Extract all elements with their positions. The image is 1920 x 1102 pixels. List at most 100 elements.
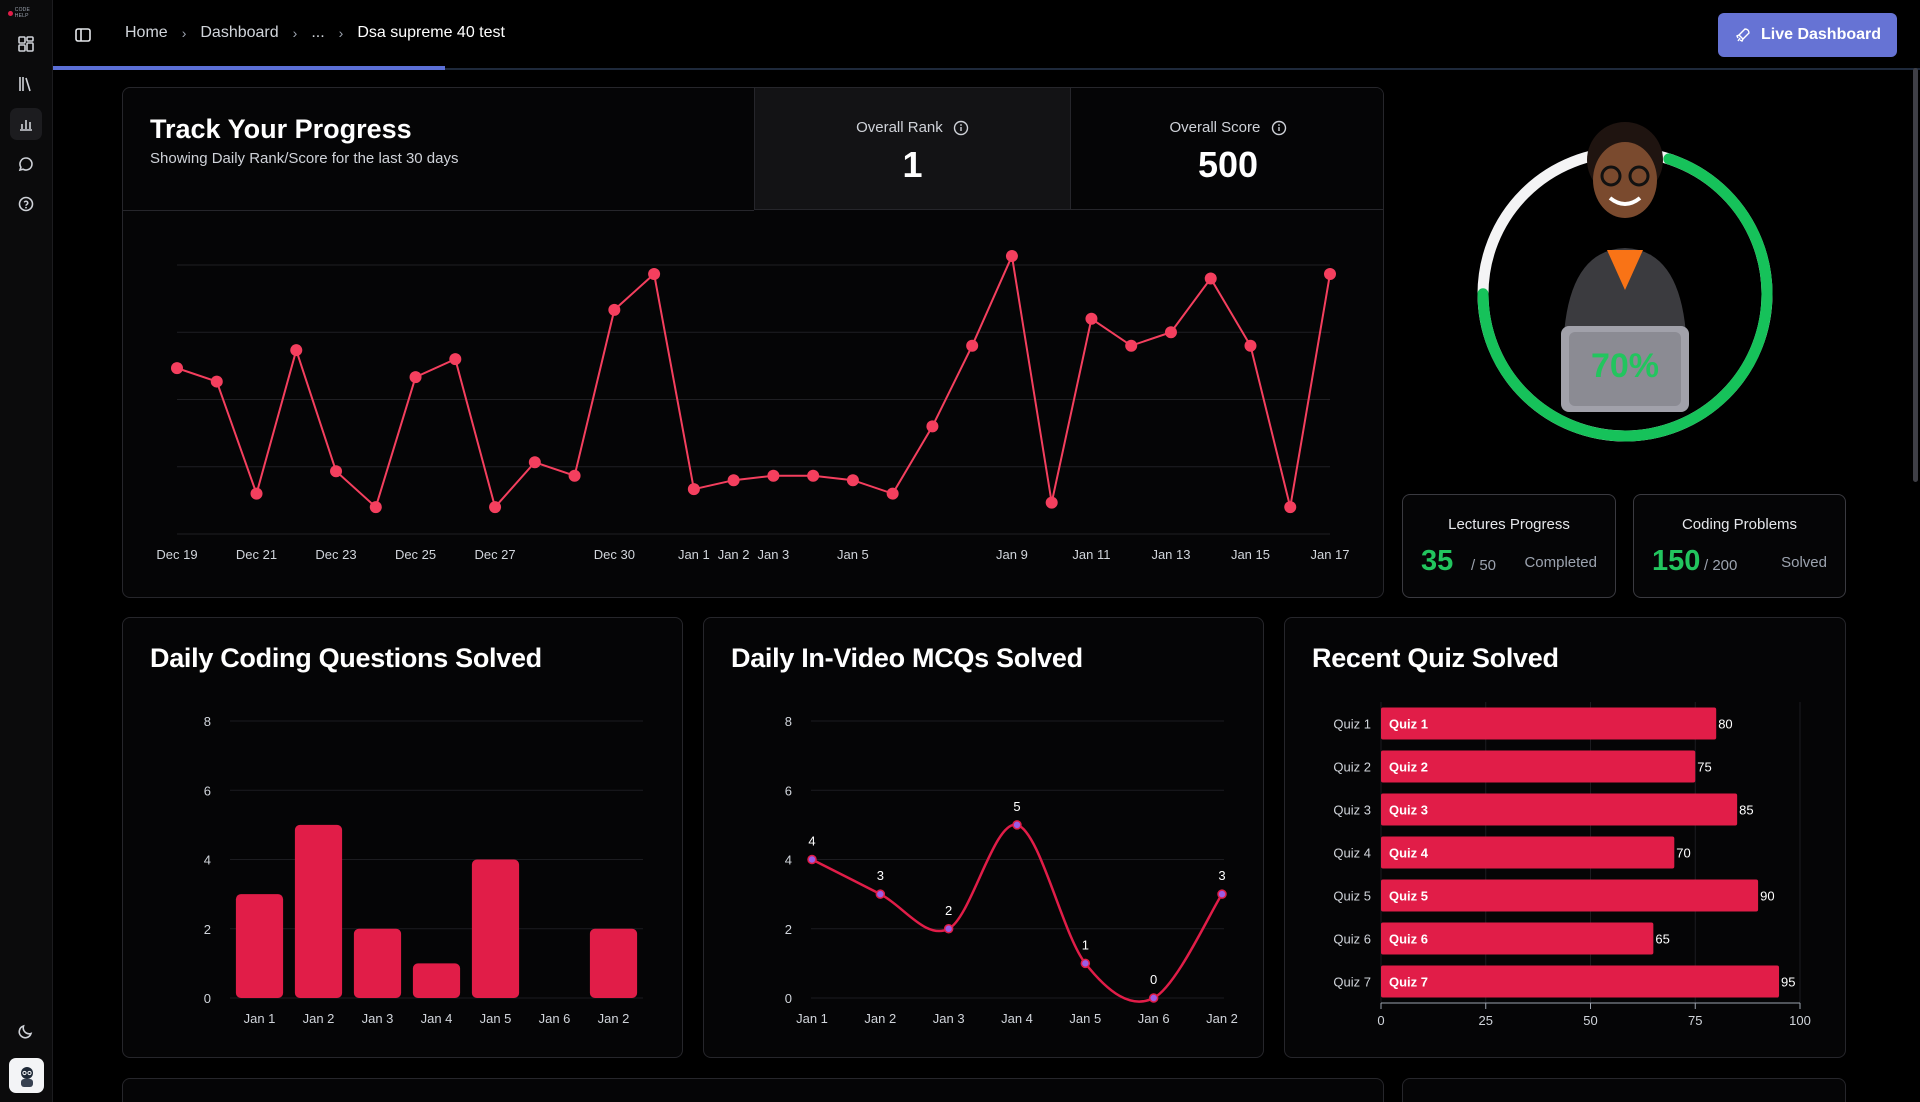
chevron-right-icon: › xyxy=(338,25,344,41)
rank-score-line-chart[interactable]: Dec 19 Dec 21 Dec 23 Dec 25 Dec 27 Dec 30 Jan … xyxy=(123,211,1384,598)
rank-point xyxy=(966,339,979,352)
rank-point xyxy=(807,469,820,482)
rank-point xyxy=(1244,339,1257,352)
rank-point xyxy=(926,420,939,433)
mcq-point xyxy=(1012,820,1022,830)
rank-series-line xyxy=(176,252,1331,510)
rank-point xyxy=(1125,339,1138,352)
sidebar-toggle-button[interactable] xyxy=(72,24,94,46)
recent-quiz-card: 0 25 50 75 100 Quiz 1 Quiz 1 80 Quiz 2 Quiz 2 75 Qu… xyxy=(1284,617,1846,1058)
x-tick-label: Jan 6 xyxy=(539,1011,571,1026)
data-label: 1 xyxy=(1082,937,1089,952)
theme-toggle[interactable] xyxy=(10,1015,42,1047)
rocket-icon xyxy=(1736,28,1750,42)
x-tick-label: Jan 2 xyxy=(598,1011,630,1026)
x-tick-label: Dec 21 xyxy=(236,547,277,562)
daily-coding-bar-chart[interactable]: 0 2 4 6 8 Jan 1 Jan 2 Jan 3 Jan 4 Jan 5 Jan 6 Jan 2 xyxy=(123,618,684,1059)
coding-status: Solved xyxy=(1781,554,1827,571)
x-tick-label: Jan 5 xyxy=(480,1011,512,1026)
daily-mcq-card: 0 2 4 6 8 4 Jan 1 3 Jan 2 2 Jan 3 5 Jan 4 1 Jan 5 0 Jan … xyxy=(703,617,1264,1058)
lectures-title: Lectures Progress xyxy=(1448,516,1570,533)
lectures-done: 35 xyxy=(1421,545,1454,577)
x-tick-label: Jan 9 xyxy=(996,547,1028,562)
coding-total: / 200 xyxy=(1704,557,1738,574)
bar xyxy=(1381,879,1759,912)
divider xyxy=(123,210,754,211)
rank-point xyxy=(250,487,263,500)
rail-item-analytics[interactable] xyxy=(10,108,42,140)
rail-item-library[interactable] xyxy=(10,68,42,100)
y-tick-label: Quiz 4 xyxy=(1333,846,1371,861)
x-tick-label: Jan 1 xyxy=(796,1011,828,1026)
user-avatar[interactable] xyxy=(9,1058,44,1093)
breadcrumb: Home › Dashboard › ... › Dsa supreme 40 … xyxy=(125,24,505,42)
x-tick-label: Jan 2 xyxy=(864,1011,896,1026)
bar-value-label: 85 xyxy=(1739,803,1753,818)
mcq-point xyxy=(875,889,886,899)
mcq-point xyxy=(1217,889,1227,899)
bar-value-label: 90 xyxy=(1760,889,1774,904)
rank-point xyxy=(528,456,541,469)
overall-score-label-row: Overall Score xyxy=(1071,119,1383,136)
daily-mcq-line-chart[interactable]: 0 2 4 6 8 4 Jan 1 3 Jan 2 2 Jan 3 5 Jan 4 1 Jan 5 0 Jan … xyxy=(704,618,1265,1059)
mcq-point xyxy=(1080,958,1091,969)
breadcrumb-home[interactable]: Home xyxy=(125,24,168,41)
overall-score-stat[interactable]: Overall Score 500 xyxy=(1070,88,1383,210)
bar xyxy=(1381,707,1717,740)
rank-point xyxy=(1164,326,1177,339)
overall-rank-label-row: Overall Rank xyxy=(755,119,1070,136)
data-label: 3 xyxy=(877,868,884,883)
moon-icon xyxy=(18,1024,33,1039)
rank-point xyxy=(1204,272,1217,285)
recent-quiz-bar-chart[interactable]: 0 25 50 75 100 Quiz 1 Quiz 1 80 Quiz 2 Quiz 2 75 Qu… xyxy=(1285,618,1847,1059)
overall-score-label: Overall Score xyxy=(1169,119,1261,136)
lectures-progress-card[interactable]: Lectures Progress 35 / 50 Completed xyxy=(1402,494,1616,598)
rank-point xyxy=(1085,312,1098,325)
bar-inner-label: Quiz 6 xyxy=(1389,932,1428,947)
x-tick-label: Jan 3 xyxy=(757,547,789,562)
breadcrumb-ellipsis[interactable]: ... xyxy=(311,24,325,41)
overall-rank-value: 1 xyxy=(902,144,923,185)
rank-point xyxy=(1045,496,1058,509)
top-bar: Home › Dashboard › ... › Dsa supreme 40 … xyxy=(53,0,1920,70)
x-tick-label: Jan 5 xyxy=(837,547,869,562)
overall-rank-stat[interactable]: Overall Rank 1 xyxy=(754,88,1070,210)
live-dashboard-button[interactable]: Live Dashboard xyxy=(1718,13,1897,57)
data-label: 5 xyxy=(1013,799,1020,814)
data-label: 2 xyxy=(945,903,952,918)
x-tick-label: 75 xyxy=(1688,1013,1702,1028)
completion-ring: 70% xyxy=(1465,100,1785,460)
y-tick-label: 2 xyxy=(785,922,792,937)
info-icon[interactable] xyxy=(1271,120,1287,136)
x-tick-label: Jan 1 xyxy=(244,1011,276,1026)
bar-value-label: 65 xyxy=(1655,932,1669,947)
page-scrollbar[interactable] xyxy=(1912,68,1920,482)
rank-point xyxy=(210,375,223,388)
x-tick-label: Jan 2 xyxy=(1206,1011,1238,1026)
page-progress-track xyxy=(53,68,1920,70)
rank-point xyxy=(330,465,343,478)
bar xyxy=(1381,922,1654,955)
rail-item-chat[interactable] xyxy=(10,148,42,180)
x-tick-label: 100 xyxy=(1789,1013,1811,1028)
x-tick-label: Jan 6 xyxy=(1138,1011,1170,1026)
rail-item-help[interactable] xyxy=(10,188,42,220)
x-tick-label: Dec 25 xyxy=(395,547,436,562)
x-tick-label: 50 xyxy=(1583,1013,1597,1028)
rail-item-dashboard[interactable] xyxy=(10,28,42,60)
x-tick-label: Jan 13 xyxy=(1151,547,1190,562)
scrollbar-thumb[interactable] xyxy=(1913,68,1918,482)
overall-score-value: 500 xyxy=(1197,144,1259,185)
x-tick-label: Jan 3 xyxy=(362,1011,394,1026)
x-tick-label: Jan 1 xyxy=(678,547,710,562)
rank-point xyxy=(1005,250,1018,263)
info-icon[interactable] xyxy=(953,120,969,136)
breadcrumb-dashboard[interactable]: Dashboard xyxy=(200,24,279,41)
y-tick-label: 4 xyxy=(785,853,792,868)
brand-logo[interactable]: CODE HELP xyxy=(8,7,44,19)
rank-point xyxy=(886,487,899,500)
coding-problems-card[interactable]: Coding Problems 150 / 200 Solved xyxy=(1633,494,1846,598)
y-tick-label: 4 xyxy=(204,853,211,868)
rank-point xyxy=(608,303,621,316)
